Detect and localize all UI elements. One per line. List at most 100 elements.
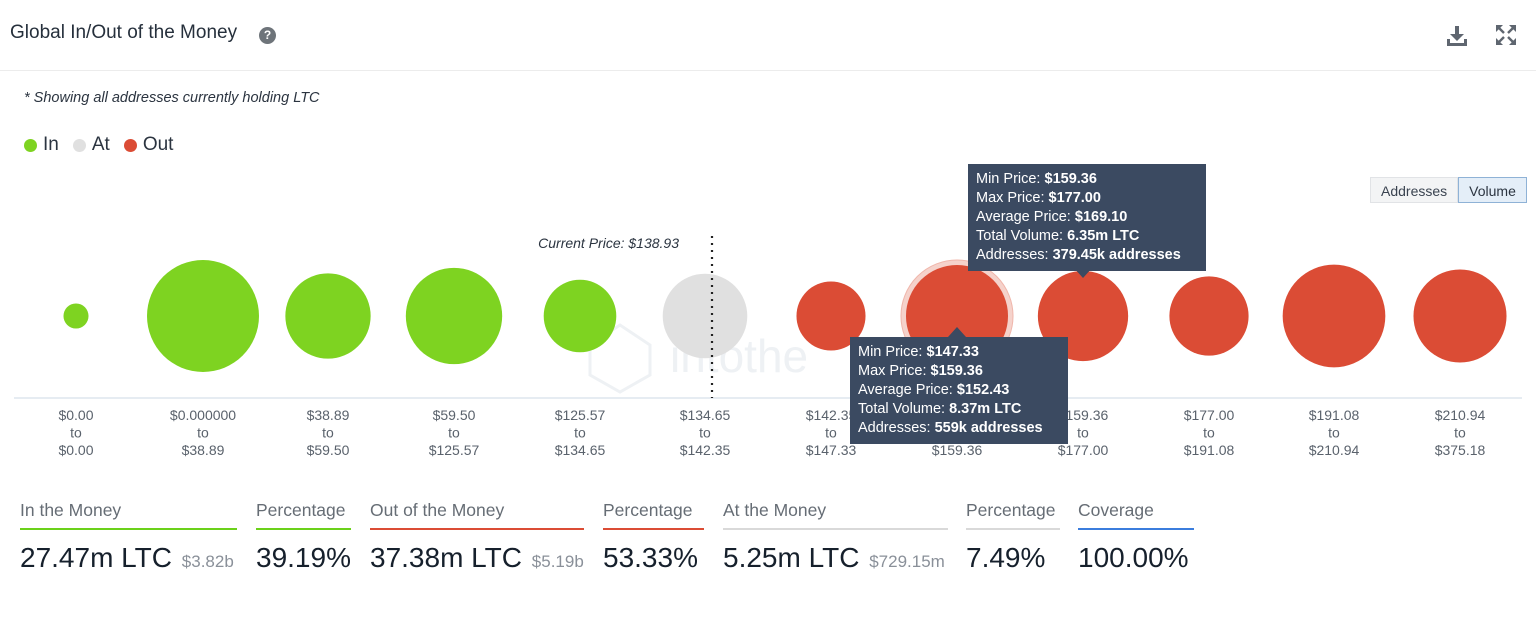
- tick-label-connector: to: [699, 425, 711, 441]
- volume-toggle-button[interactable]: Volume: [1458, 177, 1527, 203]
- tooltip-arrow: [948, 327, 966, 337]
- tick-label-connector: to: [448, 425, 460, 441]
- tooltip-bucket-7: Min Price: $147.33 Max Price: $159.36 Aver…: [850, 337, 1068, 444]
- tooltip-row: Total Volume: 6.35m LTC: [976, 227, 1194, 246]
- legend-label-in: In: [43, 134, 59, 155]
- stat-usd-value: $5.19b: [531, 552, 584, 571]
- chart-title: Global In/Out of the Money: [10, 22, 238, 43]
- tooltip-row-label: Addresses:: [976, 247, 1053, 263]
- help-icon[interactable]: ?: [259, 27, 276, 44]
- tick-label-min: $0.00: [58, 407, 93, 423]
- stat-label: Percentage: [256, 500, 351, 530]
- stat-percentage: Percentage 53.33%: [603, 500, 704, 574]
- stat-value: 5.25m LTC $729.15m: [723, 542, 945, 573]
- tooltip-row-label: Total Volume:: [976, 228, 1068, 244]
- tooltip-row: Max Price: $177.00: [976, 189, 1194, 208]
- tooltip-row-label: Min Price:: [976, 171, 1045, 187]
- stat-value: 37.38m LTC $5.19b: [370, 542, 584, 573]
- stat-usd-value: $729.15m: [869, 552, 945, 571]
- bubble-out[interactable]: [1282, 264, 1386, 368]
- tooltip-row-value: 559k addresses: [934, 420, 1043, 436]
- legend-dot-in: [24, 138, 37, 152]
- tick-label-max: $191.08: [1184, 442, 1235, 458]
- stat-label: At the Money: [723, 500, 948, 530]
- tooltip-row: Max Price: $159.36: [858, 362, 1056, 381]
- legend-label-out: Out: [142, 134, 174, 155]
- tooltip-row-value: $147.33: [926, 344, 979, 360]
- watermark-logo: [588, 323, 652, 394]
- stat-percentage: Percentage 39.19%: [256, 500, 351, 574]
- tooltip-row-label: Addresses:: [858, 420, 935, 436]
- download-icon[interactable]: [1446, 24, 1468, 48]
- tooltip-row-value: $159.36: [1044, 171, 1097, 187]
- legend-dot-out: [123, 138, 137, 152]
- tick-label-connector: to: [1328, 425, 1340, 441]
- legend-item-at[interactable]: At: [72, 134, 110, 156]
- stat-label: Percentage: [966, 500, 1060, 530]
- tick-label-connector: to: [197, 425, 209, 441]
- bubble-in[interactable]: [543, 279, 617, 353]
- tick-label-connector: to: [574, 425, 586, 441]
- tooltip-row-value: 8.37m LTC: [949, 401, 1022, 417]
- tick-label-min: $159.36: [1058, 407, 1109, 423]
- stat-percentage: Percentage 7.49%: [966, 500, 1060, 574]
- bubble-in[interactable]: [285, 273, 371, 359]
- tooltip-row-value: $152.43: [956, 382, 1010, 398]
- tooltip-row-label: Total Volume:: [858, 401, 950, 417]
- tooltip-arrow: [1074, 268, 1092, 278]
- stat-value: 100.00%: [1078, 542, 1189, 573]
- bubble-in[interactable]: [63, 303, 89, 329]
- tooltip-row-label: Max Price:: [976, 190, 1049, 206]
- tick-label-max: $147.33: [806, 442, 857, 458]
- tooltip-row-label: Average Price:: [858, 382, 957, 398]
- legend-item-in[interactable]: In: [24, 134, 59, 156]
- tooltip-row-value: 6.35m LTC: [1067, 228, 1140, 244]
- tick-label-min: $210.94: [1435, 407, 1486, 423]
- bubble-in[interactable]: [405, 267, 503, 365]
- stat-label: Percentage: [603, 500, 704, 530]
- tooltip-row: Min Price: $147.33: [858, 343, 1056, 362]
- tick-label-connector: to: [825, 425, 837, 441]
- addresses-toggle-button[interactable]: Addresses: [1370, 177, 1459, 203]
- expand-icon[interactable]: [1495, 24, 1517, 46]
- tick-label-max: $59.50: [307, 442, 350, 458]
- tick-label-max: $0.00: [58, 442, 93, 458]
- tick-label-max: $177.00: [1058, 442, 1109, 458]
- bubble-chart: intothe$0.00to$0.00$0.000000to$38.89$38.…: [14, 235, 1522, 458]
- tick-label-min: $125.57: [555, 407, 606, 423]
- tick-label-min: $191.08: [1309, 407, 1360, 423]
- stat-label: Coverage: [1078, 500, 1194, 530]
- bubble-out[interactable]: [1413, 269, 1507, 363]
- stat-in-the-money: In the Money 27.47m LTC $3.82b: [20, 500, 237, 574]
- stat-value: 39.19%: [256, 542, 351, 573]
- stat-value: 53.33%: [603, 542, 698, 573]
- tick-label-min: $59.50: [433, 407, 476, 423]
- tick-label-connector: to: [322, 425, 334, 441]
- tick-label-min: $142.35: [806, 407, 857, 423]
- bubble-out[interactable]: [1169, 276, 1249, 356]
- tooltip-row-label: Average Price:: [976, 209, 1075, 225]
- summary-stats: In the Money 27.47m LTC $3.82b Percentage 3…: [0, 500, 1536, 590]
- stat-out-of-the-money: Out of the Money 37.38m LTC $5.19b: [370, 500, 584, 574]
- tick-label-max: $142.35: [680, 442, 731, 458]
- tooltip-row-value: 379.45k addresses: [1052, 247, 1181, 263]
- tick-label-min: $38.89: [307, 407, 350, 423]
- tooltip-row: Total Volume: 8.37m LTC: [858, 400, 1056, 419]
- tick-label-max: $125.57: [429, 442, 480, 458]
- tooltip-row-value: $177.00: [1048, 190, 1101, 206]
- legend-label-at: At: [91, 134, 110, 155]
- bubble-at[interactable]: [662, 273, 748, 359]
- tooltip-row: Min Price: $159.36: [976, 170, 1194, 189]
- metric-toggle: Addresses Volume: [1370, 177, 1527, 203]
- bubble-in[interactable]: [147, 260, 259, 372]
- stat-coverage: Coverage 100.00%: [1078, 500, 1194, 574]
- bubble-out[interactable]: [796, 281, 866, 351]
- tooltip-row: Addresses: 379.45k addresses: [976, 246, 1194, 265]
- tick-label-min: $134.65: [680, 407, 731, 423]
- legend: In At Out: [24, 134, 173, 156]
- tick-label-connector: to: [1454, 425, 1466, 441]
- stat-usd-value: $3.82b: [181, 552, 234, 571]
- chart-header: Global In/Out of the Money ?: [0, 0, 1536, 71]
- tooltip-row: Average Price: $169.10: [976, 208, 1194, 227]
- legend-item-out[interactable]: Out: [123, 134, 174, 156]
